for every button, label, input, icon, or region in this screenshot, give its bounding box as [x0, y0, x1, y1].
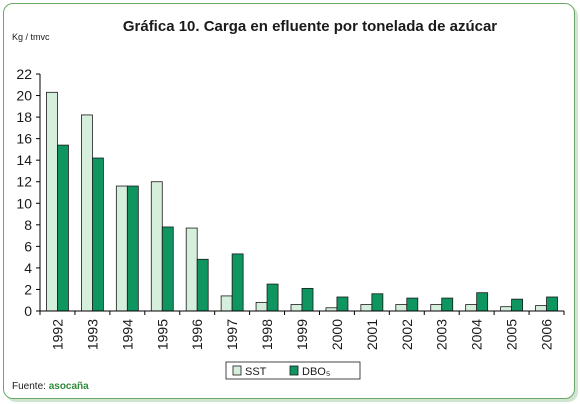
x-tick-label: 2006: [539, 319, 555, 350]
bar-sst-2005: [500, 306, 513, 312]
bar-dbo5-2001: [371, 293, 384, 312]
bar-sst-1999: [290, 304, 303, 312]
y-tick-label: 22: [16, 66, 32, 82]
y-axis-ticks: 0 2 4 6 8 10 12 14 16 18 20 22: [16, 66, 40, 319]
bar-dbo5-2004: [476, 292, 489, 312]
bar-dbo5-1999: [301, 287, 314, 312]
x-tick-label: 1993: [84, 319, 100, 350]
legend-label-sst: SST: [245, 366, 267, 378]
x-tick-label: 1999: [294, 319, 310, 350]
y-tick-label: 2: [24, 281, 32, 297]
x-tick-label: 2001: [364, 319, 380, 350]
bar-dbo5-1993: [92, 157, 104, 312]
x-tick-label: 1995: [154, 319, 170, 350]
y-tick-label: 8: [24, 217, 32, 233]
source-note: Fuente: asocaña: [12, 381, 89, 392]
legend-swatch-dbo5: [289, 365, 299, 376]
bar-dbo5-1995: [161, 226, 174, 312]
y-axis-label: Kg / tmvc: [12, 32, 50, 42]
x-tick-label: 1998: [259, 319, 275, 350]
x-tick-label: 2005: [504, 319, 520, 350]
source-value: asocaña: [48, 381, 89, 392]
y-tick-label: 10: [16, 195, 32, 211]
bar-dbo5-2005: [511, 298, 524, 312]
bar-sst-1996: [185, 227, 198, 312]
x-tick-label: 2002: [399, 319, 415, 350]
bar-dbo5-2000: [336, 296, 349, 312]
x-tick-label: 1992: [49, 319, 65, 350]
bars: [46, 91, 558, 312]
chart-title: Gráfica 10. Carga en efluente por tonela…: [123, 18, 497, 35]
bar-dbo5-1996: [196, 258, 209, 312]
bar-sst-1995: [150, 181, 163, 312]
bar-sst-1997: [220, 295, 233, 312]
bar-dbo5-1994: [126, 185, 139, 312]
source-label: Fuente:: [12, 381, 46, 392]
bar-dbo5-2003: [441, 297, 454, 312]
x-tick-label: 2003: [434, 319, 450, 350]
legend: SST DBO₅: [225, 361, 361, 380]
y-tick-label: 14: [16, 152, 32, 168]
x-tick-label: 1994: [119, 319, 135, 350]
bar-dbo5-2002: [406, 297, 419, 312]
x-tick-label: 2004: [469, 319, 485, 350]
x-tick-label: 1997: [224, 319, 240, 350]
y-tick-label: 0: [24, 303, 32, 319]
bar-sst-2002: [395, 304, 408, 312]
x-tick-label: 2000: [329, 319, 345, 350]
bar-dbo5-1992: [57, 144, 69, 312]
bar-sst-2006: [535, 305, 547, 312]
bar-dbo5-1998: [266, 283, 279, 312]
bar-sst-2003: [430, 304, 443, 312]
y-tick-label: 6: [24, 238, 32, 254]
axes: [39, 74, 564, 312]
bar-dbo5-1997: [231, 253, 244, 312]
x-tick-label: 1996: [189, 319, 205, 350]
y-tick-label: 16: [16, 131, 32, 147]
legend-swatch-sst: [232, 365, 242, 376]
y-tick-label: 18: [16, 109, 32, 125]
bar-sst-2004: [465, 304, 478, 312]
bar-sst-1993: [81, 114, 93, 312]
bar-dbo5-2006: [546, 296, 558, 312]
bar-sst-1992: [46, 91, 58, 312]
legend-label-dbo5: DBO₅: [302, 366, 330, 378]
bar-sst-1994: [115, 185, 128, 312]
bar-sst-2001: [360, 304, 373, 312]
x-axis-ticks: 1992 1993 1994 1995 1996 1997 1998 1999 2000 2001…: [39, 311, 565, 350]
y-tick-label: 20: [16, 88, 32, 104]
y-tick-label: 12: [16, 174, 32, 190]
bar-sst-1998: [255, 301, 268, 312]
y-tick-label: 4: [24, 260, 32, 276]
